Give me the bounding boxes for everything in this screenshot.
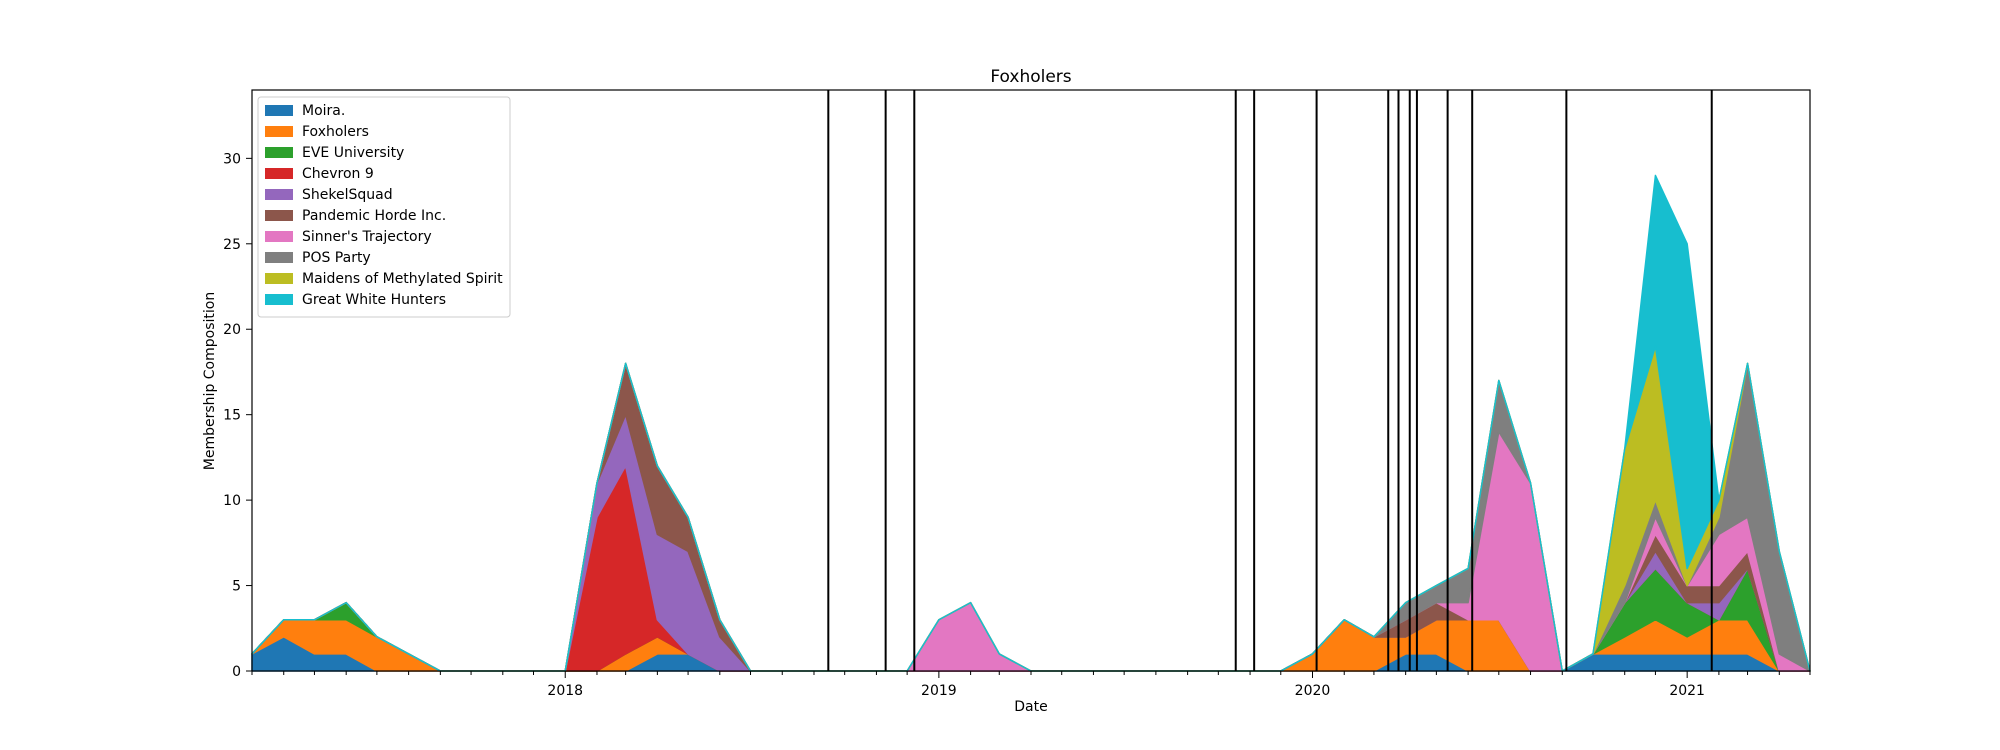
legend-box xyxy=(257,96,511,318)
x-axis: 2018 2019 2020 2021 xyxy=(251,671,1811,699)
chart-title: Foxholers xyxy=(990,67,1071,87)
legend-swatch-1 xyxy=(265,126,293,137)
y-tick-label: 20 xyxy=(223,322,241,338)
legend-swatch-5 xyxy=(265,210,293,221)
legend-label-9: Great White Hunters xyxy=(302,292,446,308)
x-tick-label: 2021 xyxy=(1669,683,1705,699)
y-tick-label: 15 xyxy=(223,408,241,424)
legend-swatch-3 xyxy=(265,168,293,179)
legend-label-7: POS Party xyxy=(302,250,371,266)
y-tick-label: 25 xyxy=(223,237,241,253)
legend-label-8: Maidens of Methylated Spirit xyxy=(302,271,503,287)
legend-swatch-8 xyxy=(265,273,293,284)
legend: Moira. Foxholers EVE University Chevron 9 Sh… xyxy=(257,96,511,318)
legend-label-6: Sinner's Trajectory xyxy=(302,229,432,245)
legend-swatch-2 xyxy=(265,147,293,158)
x-axis-label: Date xyxy=(1014,699,1047,715)
legend-label-0: Moira. xyxy=(302,103,345,119)
legend-label-2: EVE University xyxy=(302,145,404,161)
y-tick-label: 30 xyxy=(223,151,241,167)
legend-swatch-0 xyxy=(265,105,293,116)
legend-swatch-4 xyxy=(265,189,293,200)
x-tick-label: 2020 xyxy=(1295,683,1331,699)
legend-label-3: Chevron 9 xyxy=(302,166,374,182)
event-lines xyxy=(827,90,1713,671)
y-tick-label: 0 xyxy=(232,664,241,680)
y-tick-label: 5 xyxy=(232,579,241,595)
y-axis-label: Membership Composition xyxy=(202,292,218,470)
legend-swatch-7 xyxy=(265,252,293,263)
legend-swatch-6 xyxy=(265,231,293,242)
y-axis: 0 5 10 15 20 25 30 xyxy=(223,151,252,680)
legend-label-1: Foxholers xyxy=(302,124,369,140)
y-tick-label: 10 xyxy=(223,493,241,509)
x-tick-label: 2019 xyxy=(921,683,957,699)
legend-label-4: ShekelSquad xyxy=(302,187,393,203)
x-tick-label: 2018 xyxy=(547,683,583,699)
legend-swatch-9 xyxy=(265,294,293,305)
legend-label-5: Pandemic Horde Inc. xyxy=(302,208,446,224)
